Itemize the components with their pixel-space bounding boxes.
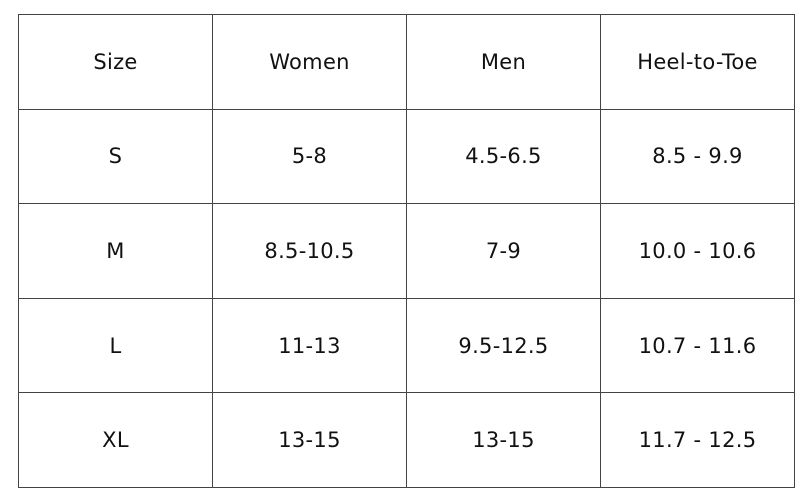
table-row: L 11-13 9.5-12.5 10.7 - 11.6 xyxy=(18,297,795,394)
table-header: Size Women Men Heel-to-Toe xyxy=(18,14,795,110)
header-cell: Men xyxy=(406,14,601,110)
table-cell: 9.5-12.5 xyxy=(406,297,601,394)
table-cell: 13-15 xyxy=(212,392,407,488)
table-body: S 5-8 4.5-6.5 8.5 - 9.9 M 8.5-10.5 7-9 10.0 - 1… xyxy=(18,108,795,488)
table-cell: 13-15 xyxy=(406,392,601,488)
table-cell: 8.5-10.5 xyxy=(212,203,407,299)
table-cell: 4.5-6.5 xyxy=(406,108,601,205)
table-cell: XL xyxy=(18,392,213,488)
table-row: S 5-8 4.5-6.5 8.5 - 9.9 xyxy=(18,108,795,205)
header-cell: Women xyxy=(212,14,407,110)
table-cell: 10.7 - 11.6 xyxy=(600,297,795,394)
table-cell: S xyxy=(18,108,213,205)
table-cell: 5-8 xyxy=(212,108,407,205)
table-row: M 8.5-10.5 7-9 10.0 - 10.6 xyxy=(18,203,795,299)
table-cell: L xyxy=(18,297,213,394)
size-chart: Size Women Men Heel-to-Toe S 5-8 4.5-6.5 8.5 -… xyxy=(18,14,795,488)
size-table: Size Women Men Heel-to-Toe S 5-8 4.5-6.5 8.5 -… xyxy=(18,14,795,488)
header-row: Size Women Men Heel-to-Toe xyxy=(18,14,795,110)
table-cell: 11-13 xyxy=(212,297,407,394)
table-cell: 7-9 xyxy=(406,203,601,299)
header-cell: Heel-to-Toe xyxy=(600,14,795,110)
table-cell: 10.0 - 10.6 xyxy=(600,203,795,299)
header-cell: Size xyxy=(18,14,213,110)
table-cell: 11.7 - 12.5 xyxy=(600,392,795,488)
table-row: XL 13-15 13-15 11.7 - 12.5 xyxy=(18,392,795,488)
table-cell: 8.5 - 9.9 xyxy=(600,108,795,205)
table-cell: M xyxy=(18,203,213,299)
